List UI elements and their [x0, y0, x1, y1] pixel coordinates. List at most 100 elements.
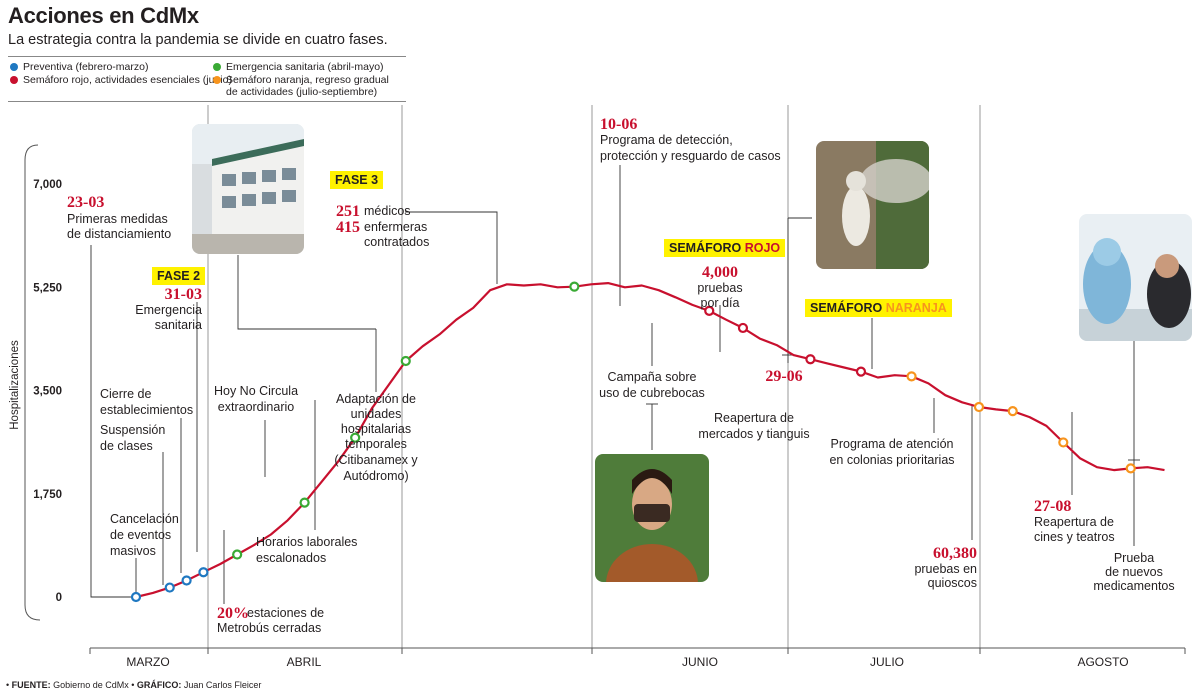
- legend-dot: [10, 63, 18, 71]
- legend-label: Semáforo rojo, actividades esenciales (j…: [23, 74, 232, 86]
- footer-source-label: FUENTE:: [11, 680, 51, 690]
- photo-medicine-test: [1079, 214, 1192, 341]
- annotation-horarios: Horarios laborales escalonados: [256, 535, 357, 565]
- annotation-medicos: 251 médicos 415 enfermeras contratados: [336, 203, 429, 249]
- annotation-text: Campaña sobre: [608, 370, 697, 384]
- fase-2-badge: FASE 2: [152, 267, 206, 285]
- annotation-date: 29-06: [765, 368, 802, 385]
- month-label: ABRIL: [287, 655, 322, 669]
- annotation-text: Primeras medidas: [67, 212, 168, 226]
- annotation-1006: 10-06 Programa de detección, protección …: [600, 116, 781, 163]
- annotation-number: 4,000: [702, 264, 738, 281]
- leader-line: [237, 255, 376, 330]
- marker-preventiva: [130, 591, 142, 603]
- marker-rojo: [737, 322, 749, 334]
- page-subtitle: La estrategia contra la pandemia se divi…: [8, 32, 388, 48]
- annotation-text: mercados y tianguis: [698, 427, 809, 441]
- annotation-date: 23-03: [67, 194, 104, 211]
- legend-label: Emergencia sanitaria (abril-mayo): [226, 61, 384, 73]
- photo-fumigation: [816, 141, 929, 269]
- annotation-text: Horarios laborales: [256, 535, 357, 549]
- annotation-cancelacion: Cancelación de eventos masivos: [110, 512, 179, 558]
- annotation-text: masivos: [110, 544, 156, 558]
- annotation-text: Hoy No Circula: [214, 384, 298, 398]
- annotation-text: establecimientos: [100, 403, 193, 417]
- annotation-text: hospitalarias: [341, 422, 411, 436]
- annotation-number: 251: [336, 203, 360, 220]
- month-label: AGOSTO: [1077, 655, 1128, 669]
- annotation-text: Metrobús cerradas: [217, 621, 321, 635]
- marker-preventiva: [164, 582, 175, 593]
- footer-graphic: Juan Carlos Fleicer: [183, 680, 262, 690]
- annotation-date: 27-08: [1034, 498, 1071, 515]
- legend-item-emergencia: Emergencia sanitaria (abril-mayo): [213, 61, 384, 73]
- marker-rojo: [855, 366, 867, 377]
- y-tick-label: 1,750: [33, 489, 62, 501]
- annotation-text: medicamentos: [1093, 579, 1174, 593]
- annotation-number: 60,380: [933, 545, 977, 562]
- annotation-text: Reapertura de: [1034, 515, 1114, 529]
- annotation-text: sanitaria: [155, 318, 202, 332]
- marker-rojo: [805, 354, 816, 365]
- legend-dot: [213, 76, 221, 84]
- legend-label-2: de actividades (julio-septiembre): [226, 86, 378, 98]
- marker-emergencia: [569, 281, 580, 292]
- month-label: JULIO: [870, 655, 904, 669]
- annotation-text: estaciones de: [247, 606, 324, 620]
- photo-building: [192, 124, 304, 254]
- y-tick-labels: 7,000 5,250 3,500 1,750 0: [33, 179, 62, 604]
- marker-emergencia: [299, 497, 310, 508]
- annotation-text: enfermeras: [364, 220, 427, 234]
- annotation-number: 415: [336, 219, 360, 236]
- annotation-text: Suspensión: [100, 423, 165, 437]
- page-title: Acciones en CdMx: [8, 3, 199, 28]
- annotation-text: extraordinario: [218, 400, 294, 414]
- badge-text: SEMÁFORO: [810, 301, 886, 315]
- y-tick-label: 7,000: [33, 179, 62, 191]
- fase-3-badge: FASE 3: [330, 171, 384, 189]
- annotation-text: pruebas en: [914, 562, 977, 576]
- annotation-text: por día: [701, 296, 740, 310]
- annotation-suspension: Suspensión de clases: [100, 423, 165, 453]
- annotation-text: Prueba: [1114, 551, 1154, 565]
- annotation-adaptacion: Adaptación de unidades hospitalarias tem…: [334, 392, 418, 483]
- annotation-text: pruebas: [697, 281, 742, 295]
- annotation-text: de distanciamiento: [67, 227, 171, 241]
- annotation-text: cines y teatros: [1034, 530, 1115, 544]
- marker-naranja: [1007, 406, 1018, 417]
- annotation-campana: Campaña sobre uso de cubrebocas: [599, 370, 705, 400]
- annotation-text: de eventos: [110, 528, 171, 542]
- month-labels: MARZO ABRIL JUNIO JULIO AGOSTO: [126, 655, 1128, 669]
- legend-dot: [10, 76, 18, 84]
- annotation-number: 20%: [217, 605, 249, 622]
- marker-naranja: [1125, 463, 1136, 474]
- photo-mask-campaign: [595, 454, 709, 582]
- annotation-text: en colonias prioritarias: [829, 453, 954, 467]
- annotation-text: Programa de atención: [831, 437, 954, 451]
- annotation-2906: 29-06 Reapertura de mercados y tianguis: [698, 368, 809, 441]
- annotation-quioscos: 60,380 pruebas en quioscos: [914, 545, 977, 590]
- annotation-colonias: Programa de atención en colonias priorit…: [829, 437, 954, 467]
- mask-campaign-illustration: [595, 454, 709, 582]
- annotation-metrobus: 20% estaciones de Metrobús cerradas: [217, 605, 324, 635]
- marker-preventiva: [181, 575, 192, 586]
- badge-color-text: NARANJA: [885, 301, 947, 315]
- annotation-pruebas: 4,000 pruebas por día: [697, 264, 742, 310]
- legend-item-rojo: Semáforo rojo, actividades esenciales (j…: [10, 74, 232, 86]
- annotation-2303: 23-03 Primeras medidas de distanciamient…: [67, 194, 171, 241]
- annotation-text: contratados: [364, 235, 429, 249]
- annotation-medicamentos: Prueba de nuevos medicamentos: [1093, 551, 1174, 593]
- marker-naranja: [1058, 437, 1069, 448]
- annotation-text: médicos: [364, 204, 411, 218]
- annotation-text: de nuevos: [1105, 565, 1163, 579]
- footer-graphic-label: GRÁFICO:: [136, 680, 182, 690]
- fumigation-illustration: [816, 141, 929, 269]
- annotation-text: temporales: [345, 437, 407, 451]
- month-separators: [207, 105, 981, 650]
- annotation-text: Cierre de: [100, 387, 151, 401]
- annotation-text: quioscos: [928, 576, 977, 590]
- y-axis-line: [24, 144, 41, 621]
- annotation-hoynocircula: Hoy No Circula extraordinario: [214, 384, 298, 414]
